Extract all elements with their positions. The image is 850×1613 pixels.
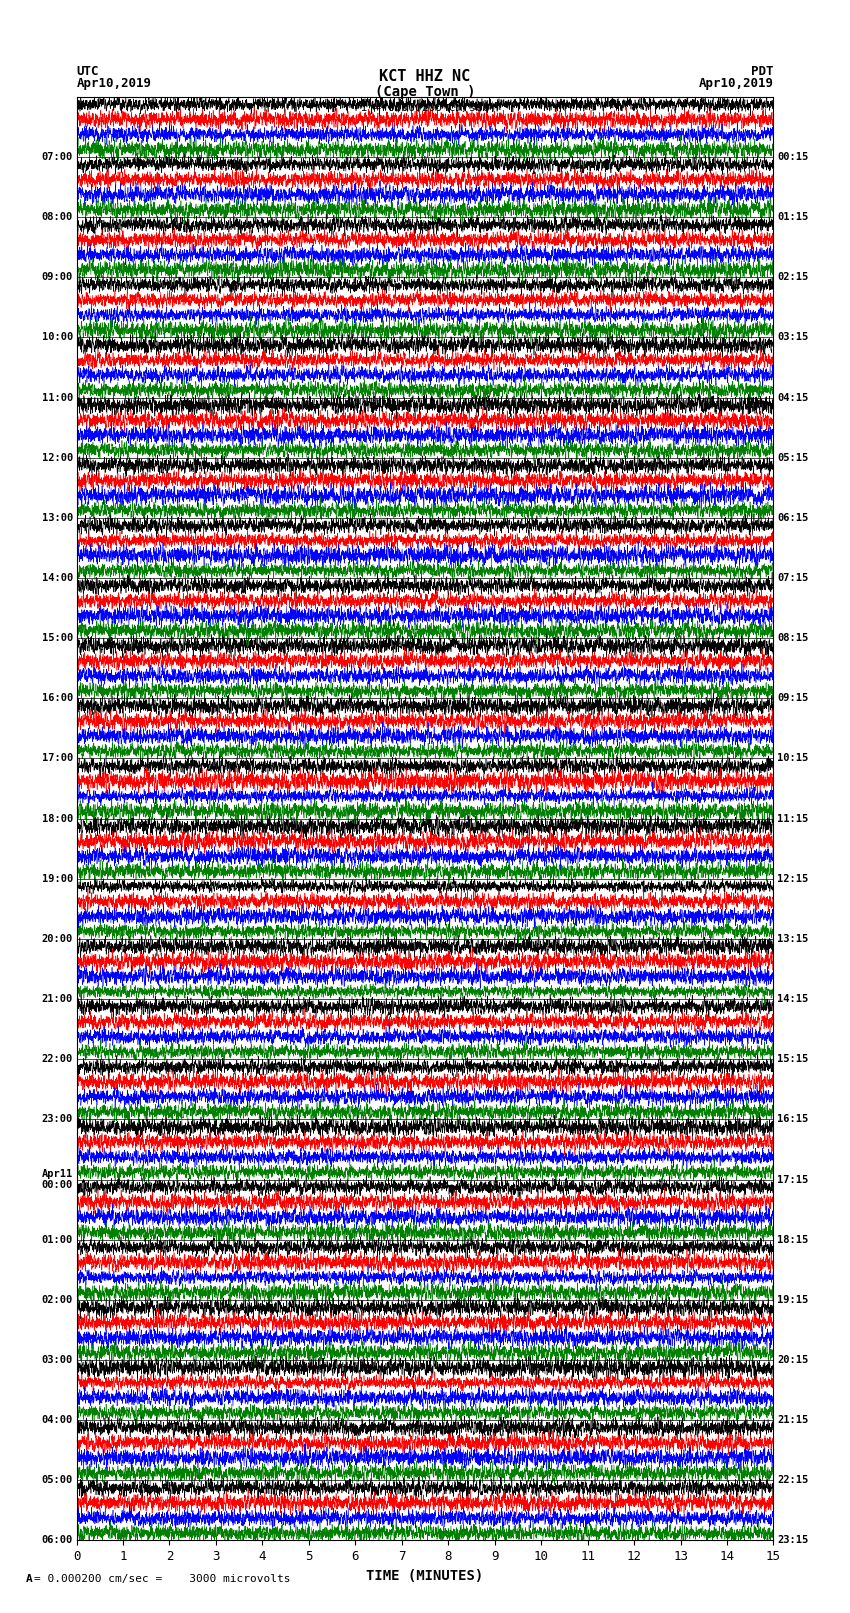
Text: 08:15: 08:15: [777, 634, 808, 644]
Text: 22:00: 22:00: [42, 1055, 73, 1065]
Text: PDT: PDT: [751, 65, 774, 77]
Text: 05:00: 05:00: [42, 1476, 73, 1486]
Text: 12:15: 12:15: [777, 874, 808, 884]
Text: (Cape Town ): (Cape Town ): [375, 85, 475, 100]
Text: 06:15: 06:15: [777, 513, 808, 523]
Text: 20:15: 20:15: [777, 1355, 808, 1365]
Text: 04:15: 04:15: [777, 392, 808, 403]
X-axis label: TIME (MINUTES): TIME (MINUTES): [366, 1569, 484, 1582]
Text: 22:15: 22:15: [777, 1476, 808, 1486]
Text: 06:00: 06:00: [42, 1536, 73, 1545]
Text: 13:00: 13:00: [42, 513, 73, 523]
Text: 13:15: 13:15: [777, 934, 808, 944]
Text: 14:00: 14:00: [42, 573, 73, 582]
Text: 21:15: 21:15: [777, 1415, 808, 1426]
Text: A: A: [26, 1574, 32, 1584]
Text: 05:15: 05:15: [777, 453, 808, 463]
Text: 18:00: 18:00: [42, 813, 73, 824]
Text: KCT HHZ NC: KCT HHZ NC: [379, 69, 471, 84]
Text: 02:15: 02:15: [777, 273, 808, 282]
Text: 07:15: 07:15: [777, 573, 808, 582]
Text: 18:15: 18:15: [777, 1234, 808, 1245]
Text: 07:00: 07:00: [42, 152, 73, 161]
Text: Apr10,2019: Apr10,2019: [699, 77, 774, 90]
Text: UTC: UTC: [76, 65, 99, 77]
Text: 00:15: 00:15: [777, 152, 808, 161]
Text: 23:15: 23:15: [777, 1536, 808, 1545]
Text: 20:00: 20:00: [42, 934, 73, 944]
Text: 10:00: 10:00: [42, 332, 73, 342]
Text: 15:00: 15:00: [42, 634, 73, 644]
Text: I = 0.000200 cm/sec: I = 0.000200 cm/sec: [361, 103, 489, 113]
Text: 09:00: 09:00: [42, 273, 73, 282]
Text: 14:15: 14:15: [777, 994, 808, 1003]
Text: Apr10,2019: Apr10,2019: [76, 77, 151, 90]
Text: 17:15: 17:15: [777, 1174, 808, 1184]
Text: 03:15: 03:15: [777, 332, 808, 342]
Text: 21:00: 21:00: [42, 994, 73, 1003]
Text: = 0.000200 cm/sec =    3000 microvolts: = 0.000200 cm/sec = 3000 microvolts: [34, 1574, 291, 1584]
Text: 01:15: 01:15: [777, 211, 808, 223]
Text: 10:15: 10:15: [777, 753, 808, 763]
Text: 02:00: 02:00: [42, 1295, 73, 1305]
Text: 16:15: 16:15: [777, 1115, 808, 1124]
Text: 01:00: 01:00: [42, 1234, 73, 1245]
Text: 03:00: 03:00: [42, 1355, 73, 1365]
Text: 12:00: 12:00: [42, 453, 73, 463]
Text: 11:00: 11:00: [42, 392, 73, 403]
Text: Apr11
00:00: Apr11 00:00: [42, 1169, 73, 1190]
Text: 19:15: 19:15: [777, 1295, 808, 1305]
Text: 09:15: 09:15: [777, 694, 808, 703]
Text: 08:00: 08:00: [42, 211, 73, 223]
Text: 04:00: 04:00: [42, 1415, 73, 1426]
Text: 19:00: 19:00: [42, 874, 73, 884]
Text: 11:15: 11:15: [777, 813, 808, 824]
Text: 23:00: 23:00: [42, 1115, 73, 1124]
Text: 15:15: 15:15: [777, 1055, 808, 1065]
Text: 17:00: 17:00: [42, 753, 73, 763]
Text: 16:00: 16:00: [42, 694, 73, 703]
